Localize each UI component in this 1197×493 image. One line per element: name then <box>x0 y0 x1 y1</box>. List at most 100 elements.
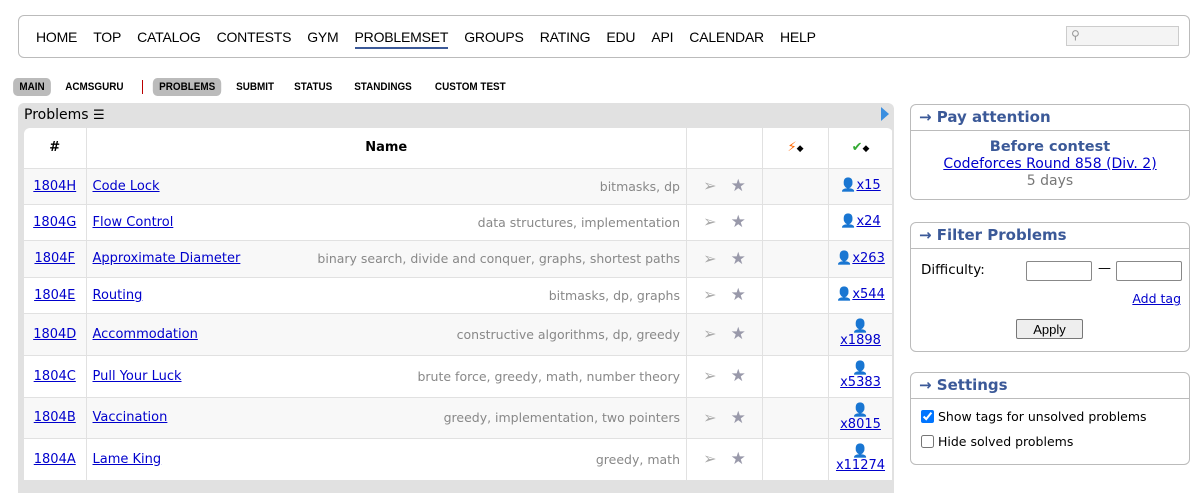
problem-id-link[interactable]: 1804F <box>34 251 76 266</box>
solved-count-link[interactable]: x24 <box>856 214 881 229</box>
submit-plane-icon[interactable]: ➢ <box>703 324 717 343</box>
favorite-star-icon[interactable]: ★ <box>730 212 746 232</box>
nav-help[interactable]: HELP <box>779 29 816 45</box>
problem-tags: constructive algorithms, dp, greedy <box>456 326 680 342</box>
apply-button[interactable]: Apply <box>1016 319 1083 339</box>
nav-home[interactable]: HOME <box>36 29 78 45</box>
col-solved[interactable]: ✔◆ <box>828 128 893 168</box>
submit-plane-icon[interactable]: ➢ <box>703 176 717 195</box>
user-icon: 👤 <box>852 402 869 418</box>
submenu-acmsguru[interactable]: ACMSGURU <box>65 81 124 93</box>
difficulty-max-input[interactable] <box>1116 261 1182 281</box>
submenu-problems[interactable]: PROBLEMS <box>152 78 222 96</box>
submenu-submit[interactable]: SUBMIT <box>236 81 275 93</box>
nav-rating[interactable]: RATING <box>539 29 591 45</box>
main-nav: HOME TOP CATALOG CONTESTS GYM PROBLEMSET GROUP… <box>18 15 1190 58</box>
problem-name-link[interactable]: Code Lock <box>92 178 160 194</box>
solved-count-link[interactable]: x15 <box>856 178 881 193</box>
nav-groups[interactable]: GROUPS <box>464 29 524 45</box>
problem-id-link[interactable]: 1804C <box>33 368 76 384</box>
user-icon: 👤 <box>852 444 869 460</box>
settings-title: → Settings <box>911 373 1189 399</box>
nav-gym[interactable]: GYM <box>307 29 339 45</box>
solved-count-link[interactable]: x263 <box>852 250 885 266</box>
problem-name-link[interactable]: Routing <box>92 287 143 303</box>
solved-count-link[interactable]: x8015 <box>840 416 881 432</box>
nav-calendar[interactable]: CALENDAR <box>689 29 764 45</box>
contest-link[interactable]: Codeforces Round 858 (Div. 2) <box>943 156 1157 172</box>
table-row: 1804C Pull Your Luck brute force, greedy,… <box>24 354 893 397</box>
favorite-star-icon[interactable]: ★ <box>730 176 746 196</box>
submenu-status[interactable]: STATUS <box>294 81 333 93</box>
nav-top[interactable]: TOP <box>93 29 122 45</box>
submit-plane-icon[interactable]: ➢ <box>703 366 717 385</box>
problem-id-link[interactable]: 1804E <box>34 287 76 303</box>
sort-icon: ◆ <box>862 144 870 155</box>
problem-tags: greedy, implementation, two pointers <box>443 410 680 425</box>
problem-tags: greedy, math <box>595 451 680 467</box>
col-num: # <box>24 128 87 168</box>
filter-box: → Filter Problems Difficulty: — Add tag … <box>910 222 1190 352</box>
solved-count-link[interactable]: x1898 <box>840 333 881 348</box>
nav-catalog[interactable]: CATALOG <box>137 29 201 45</box>
problem-name-link[interactable]: Flow Control <box>92 214 174 230</box>
problem-id-link[interactable]: 1804D <box>33 326 77 342</box>
favorite-star-icon[interactable]: ★ <box>730 449 746 470</box>
add-tag-link[interactable]: Add tag <box>1132 291 1181 306</box>
hide-solved-checkbox[interactable] <box>921 435 934 448</box>
problem-name-link[interactable]: Pull Your Luck <box>92 368 182 384</box>
divider <box>141 80 143 94</box>
problem-id-link[interactable]: 1804B <box>33 410 76 425</box>
submit-plane-icon[interactable]: ➢ <box>703 449 717 469</box>
magnifier-icon: ⚲ <box>1071 28 1080 42</box>
show-tags-checkbox[interactable] <box>921 410 934 423</box>
nav-problemset[interactable]: PROBLEMSET <box>354 29 448 49</box>
countdown: 5 days <box>1026 173 1074 189</box>
user-icon: 👤 <box>852 361 869 376</box>
lightning-icon: ⚡ <box>787 140 797 156</box>
table-row: 1804B Vaccination greedy, implementation,… <box>24 396 893 438</box>
problem-id-link[interactable]: 1804G <box>33 214 77 230</box>
favorite-star-icon[interactable]: ★ <box>730 285 746 305</box>
before-contest: Before contest <box>989 139 1111 155</box>
problems-box: Problems ☰ # Name ⚡◆ ✔◆ 1804H Code Lock b… <box>18 103 894 493</box>
nav-api[interactable]: API <box>651 29 674 45</box>
table-row: 1804D Accommodation constructive algorith… <box>24 312 893 355</box>
col-difficulty[interactable]: ⚡◆ <box>762 128 829 168</box>
table-row: 1804E Routing bitmasks, dp, graphs ➢ ★ 👤x5… <box>24 276 893 313</box>
solved-count-link[interactable]: x5383 <box>840 375 881 390</box>
problem-tags: binary search, divide and conquer, graph… <box>317 251 680 266</box>
problem-tags: data structures, implementation <box>477 214 680 230</box>
difficulty-min-input[interactable] <box>1026 261 1092 281</box>
submenu-main[interactable]: MAIN <box>13 78 52 96</box>
nav-contests[interactable]: CONTESTS <box>216 29 292 45</box>
col-name: Name <box>86 128 687 168</box>
pay-attention-title: → Pay attention <box>911 105 1189 131</box>
submit-plane-icon[interactable]: ➢ <box>703 248 717 268</box>
problem-name-link[interactable]: Vaccination <box>92 410 168 425</box>
submenu-custom-test[interactable]: CUSTOM TEST <box>434 81 506 93</box>
user-icon: 👤 <box>852 319 869 334</box>
submit-plane-icon[interactable]: ➢ <box>703 212 717 231</box>
favorite-star-icon[interactable]: ★ <box>730 407 746 428</box>
problem-id-link[interactable]: 1804H <box>33 178 77 194</box>
search-input[interactable]: ⚲ <box>1066 26 1179 46</box>
list-icon[interactable]: ☰ <box>92 108 105 123</box>
favorite-star-icon[interactable]: ★ <box>730 248 746 269</box>
problem-name-link[interactable]: Approximate Diameter <box>92 251 241 266</box>
problem-name-link[interactable]: Accommodation <box>92 326 198 342</box>
nav-edu[interactable]: EDU <box>606 29 636 45</box>
submit-plane-icon[interactable]: ➢ <box>703 285 717 304</box>
submenu-standings[interactable]: STANDINGS <box>353 81 412 93</box>
submit-plane-icon[interactable]: ➢ <box>703 407 717 427</box>
table-row: 1804H Code Lock bitmasks, dp ➢ ★ 👤x15 <box>24 167 893 204</box>
favorite-star-icon[interactable]: ★ <box>730 366 746 386</box>
settings-box: → Settings Show tags for unsolved proble… <box>910 372 1190 465</box>
pay-attention-box: → Pay attention Before contest Codeforce… <box>910 104 1190 200</box>
problem-id-link[interactable]: 1804A <box>33 451 76 467</box>
favorite-star-icon[interactable]: ★ <box>730 324 746 344</box>
solved-count-link[interactable]: x544 <box>852 287 885 302</box>
solved-count-link[interactable]: x11274 <box>835 458 886 474</box>
expand-arrow-icon[interactable] <box>881 107 889 121</box>
problem-name-link[interactable]: Lame King <box>92 451 162 467</box>
